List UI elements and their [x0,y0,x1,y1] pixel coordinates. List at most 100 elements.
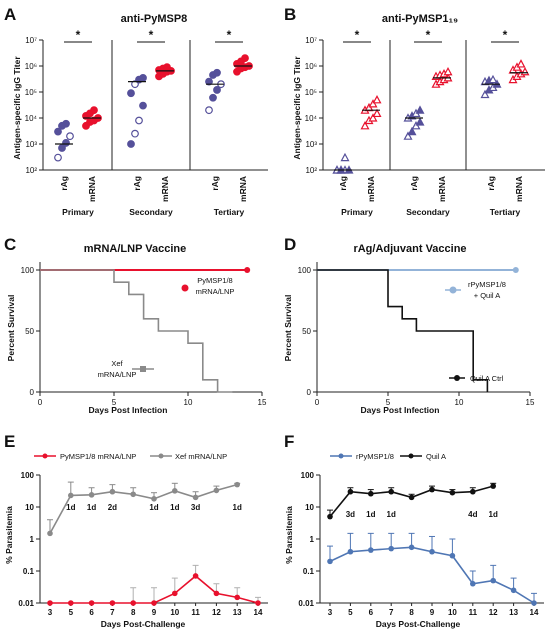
data-point [139,101,147,110]
data-point [62,119,70,128]
x-tick-label: 15 [526,398,535,407]
y-tick-label: 10⁵ [25,88,37,97]
data-point [88,492,95,498]
data-point [205,77,213,86]
panel-c-ylabel: Percent Survival [6,295,16,362]
panel-a: A anti-PyMSP8 Antigen-specific IgG Titer… [4,5,268,217]
data-point [470,580,476,587]
x-category-label: rAg [486,176,496,191]
survival-day-annotation: 1d [149,503,158,512]
data-point [388,488,395,495]
data-point [131,129,139,138]
survival-day-annotation: 4d [468,510,477,519]
y-tick-label: 10⁶ [305,62,317,71]
x-tick-label: 10 [448,608,457,617]
data-point [372,108,382,118]
legend-swatch-e-red [42,453,48,459]
y-tick-label: 50 [302,327,311,336]
y-tick-label: 0.1 [303,567,315,576]
panel-d-legend-2: Quil A Ctrl [470,374,504,383]
x-tick-label: 8 [409,608,414,617]
group-label: Secondary [406,207,450,217]
data-point [54,127,62,136]
survival-day-annotation: 1d [366,510,375,519]
data-point [109,600,116,606]
parasitemia-line [329,546,535,604]
data-point [490,577,497,584]
data-point [151,600,157,606]
panel-a-letter: A [4,5,16,24]
data-point [368,547,374,553]
curve-end-marker [512,267,519,273]
x-tick-label: 8 [131,608,136,617]
data-point [407,126,417,136]
data-point [135,116,143,125]
survival-day-annotation: 3d [346,510,355,519]
data-point [90,106,98,115]
sig-star: * [149,28,154,42]
x-category-label: mRNA [366,176,376,202]
x-tick-label: 7 [389,608,394,617]
x-tick-label: 6 [369,608,374,617]
parasitemia-line [49,483,238,534]
x-tick-label: 3 [328,608,333,617]
data-point [213,487,220,494]
y-tick-label: 10 [25,503,34,512]
x-category-label: rAg [132,176,142,191]
group-label: Secondary [129,207,173,217]
y-tick-label: 1 [30,535,35,544]
y-tick-label: 10⁷ [25,36,37,45]
x-tick-label: 10 [455,398,464,407]
y-tick-label: 100 [301,471,315,480]
x-tick-label: 0 [315,398,320,407]
y-tick-label: 100 [21,266,35,275]
panel-b: B anti-PyMSP1₁₉ Antigen-specific IgG Tit… [284,5,545,217]
panel-d-xlabel: Days Post Infection [361,405,440,415]
data-point [130,491,136,498]
data-point [388,545,395,552]
data-point [403,131,413,140]
data-point [130,600,136,606]
y-tick-label: 10³ [305,140,317,149]
data-point [368,99,378,108]
data-point [429,548,435,555]
sig-star: * [426,28,431,42]
survival-day-annotation: 1d [233,503,242,512]
y-tick-label: 10³ [25,140,37,149]
data-point [408,494,415,501]
data-point [213,590,220,597]
data-point [127,140,135,148]
data-point [372,95,382,104]
data-point [510,587,517,594]
data-point [449,552,456,559]
panel-b-ylabel: Antigen-specific IgG Titer [292,56,302,160]
y-tick-label: 1 [310,535,315,544]
data-point [213,68,221,77]
y-tick-label: 10 [305,503,314,512]
y-tick-label: 0 [30,388,35,397]
x-category-label: rAg [338,176,348,191]
data-point [241,54,249,63]
data-point [368,490,374,497]
legend-swatch-pymsp-mrna [181,284,189,292]
legend-swatch-f-blue [338,453,344,459]
x-tick-label: 10 [184,398,193,407]
data-point [68,600,74,606]
panel-d-ylabel: Percent Survival [283,295,293,362]
panel-c-letter: C [4,235,16,254]
panel-d-legend-1b: + Quil A [474,291,500,300]
curve-end-marker [244,267,251,273]
y-tick-label: 10⁴ [25,114,38,123]
data-point [58,144,66,152]
data-point [163,63,171,72]
x-tick-label: 7 [110,608,115,617]
data-point [192,573,199,579]
sig-star: * [227,28,232,42]
data-point [516,59,526,68]
data-point [347,548,354,555]
survival-day-annotation: 1d [489,510,498,519]
y-tick-label: 10⁵ [305,88,317,97]
y-tick-label: 10² [305,166,317,175]
panel-e-legend-2: Xef mRNA/LNP [175,452,227,461]
data-point [54,153,62,162]
